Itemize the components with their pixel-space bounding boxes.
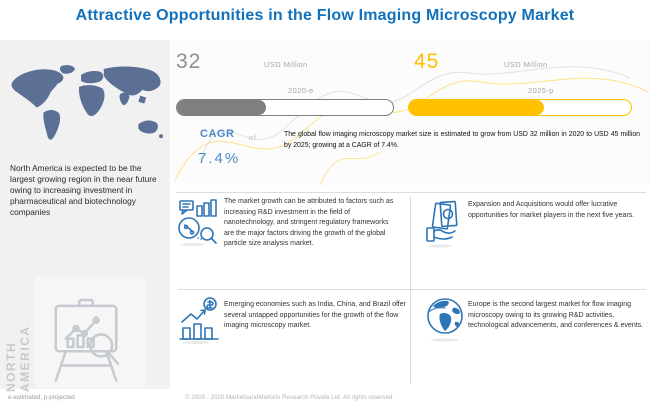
market-size-2020-value: 32 xyxy=(176,50,202,73)
sidebar-region-description: North America is expected to be the larg… xyxy=(10,163,157,217)
market-size-2020-unit: USD Million xyxy=(264,60,308,69)
quadrant-vertical-divider xyxy=(410,196,411,384)
market-analysis-icon xyxy=(178,199,217,246)
quadrant-2-text: Expansion and Acquisitions would offer l… xyxy=(468,201,635,219)
page-title: Attractive Opportunities in the Flow Ima… xyxy=(75,7,575,24)
easel-backdrop xyxy=(34,276,146,388)
region-label-vertical: NORTH AMERICA xyxy=(4,325,32,393)
presentation-chart-icon xyxy=(54,298,120,382)
quadrant-1-text: The market growth can be attributed to f… xyxy=(224,198,394,247)
estimation-footnote: e-estimated, p-projected xyxy=(8,394,75,401)
copyright-text: © 2009 - 2020 MarketsandMarkets Research… xyxy=(185,394,393,401)
cagr-of-word: of xyxy=(249,135,257,142)
market-size-2020-bar xyxy=(176,99,394,116)
quadrant-horizontal-divider xyxy=(178,289,646,290)
cagr-value: 7.4% xyxy=(198,150,241,167)
market-size-2025-value: 45 xyxy=(414,50,440,73)
market-size-2025-unit: USD Million xyxy=(504,60,548,69)
quadrant-4-text: Europe is the second largest market for … xyxy=(468,301,644,329)
money-hand-icon xyxy=(426,200,458,248)
world-map xyxy=(11,65,164,140)
market-size-2020-year: 2020-e xyxy=(288,86,314,95)
market-size-2025-bar-fill xyxy=(409,100,545,115)
market-size-2025-bar xyxy=(408,99,632,116)
cagr-label: CAGR xyxy=(200,128,235,140)
quadrant-top-divider xyxy=(176,192,646,193)
market-size-2025-year: 2025-p xyxy=(528,86,554,95)
globe-icon xyxy=(427,298,463,342)
quadrant-3-text: Emerging economies such as India, China,… xyxy=(224,301,406,329)
market-size-2020-bar-fill xyxy=(177,100,266,115)
growth-chart-dollar-icon xyxy=(179,297,219,344)
market-summary-text: The global flow imaging microscopy marke… xyxy=(284,131,640,149)
